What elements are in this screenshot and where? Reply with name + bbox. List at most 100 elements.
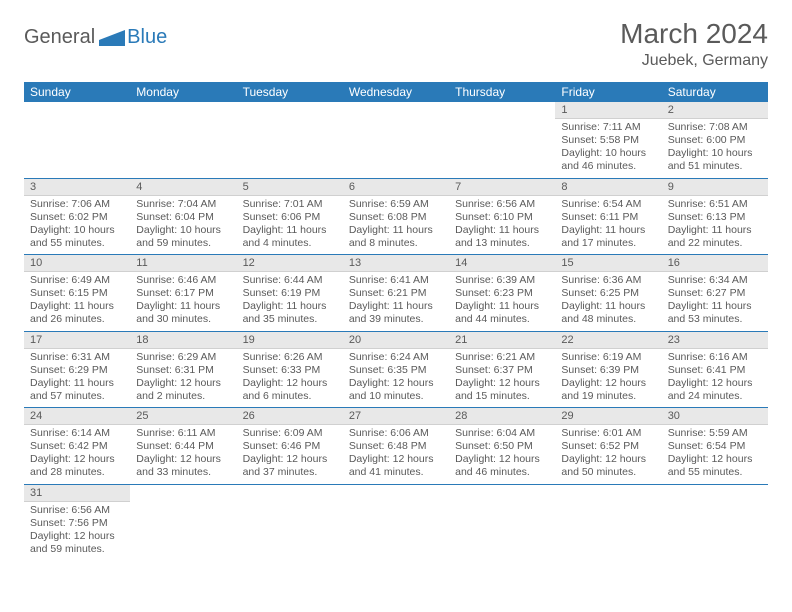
calendar-cell [343,484,449,560]
detail-line: and 13 minutes. [455,237,549,250]
day-number: 13 [343,255,449,272]
day-details: Sunrise: 6:09 AMSunset: 6:46 PMDaylight:… [237,425,343,484]
day-number: 6 [343,179,449,196]
detail-line: and 6 minutes. [243,390,337,403]
day-details: Sunrise: 6:11 AMSunset: 6:44 PMDaylight:… [130,425,236,484]
detail-line: and 55 minutes. [30,237,124,250]
detail-line: Sunrise: 5:59 AM [668,427,762,440]
detail-line: Sunset: 6:48 PM [349,440,443,453]
day-details: Sunrise: 6:56 AMSunset: 7:56 PMDaylight:… [24,502,130,561]
day-number: 4 [130,179,236,196]
detail-line: Sunset: 6:21 PM [349,287,443,300]
day-details: Sunrise: 7:06 AMSunset: 6:02 PMDaylight:… [24,196,130,255]
empty-cell [343,485,449,489]
calendar-cell: 6Sunrise: 6:59 AMSunset: 6:08 PMDaylight… [343,178,449,255]
calendar-cell: 20Sunrise: 6:24 AMSunset: 6:35 PMDayligh… [343,331,449,408]
calendar-cell [24,102,130,178]
detail-line: Daylight: 12 hours [243,453,337,466]
detail-line: Sunrise: 6:56 AM [455,198,549,211]
calendar-cell: 19Sunrise: 6:26 AMSunset: 6:33 PMDayligh… [237,331,343,408]
day-number: 15 [555,255,661,272]
detail-line: and 44 minutes. [455,313,549,326]
detail-line: Sunset: 6:46 PM [243,440,337,453]
detail-line: Daylight: 11 hours [243,224,337,237]
detail-line: Daylight: 12 hours [561,377,655,390]
detail-line: Daylight: 10 hours [668,147,762,160]
detail-line: Daylight: 10 hours [136,224,230,237]
detail-line: and 55 minutes. [668,466,762,479]
calendar-body: 1Sunrise: 7:11 AMSunset: 5:58 PMDaylight… [24,102,768,560]
day-details: Sunrise: 6:54 AMSunset: 6:11 PMDaylight:… [555,196,661,255]
weekday-header: Sunday [24,82,130,102]
detail-line: and 57 minutes. [30,390,124,403]
detail-line: Sunset: 6:25 PM [561,287,655,300]
calendar-cell [555,484,661,560]
detail-line: Sunrise: 6:24 AM [349,351,443,364]
detail-line: Sunset: 6:10 PM [455,211,549,224]
day-number: 30 [662,408,768,425]
day-number: 8 [555,179,661,196]
day-number: 31 [24,485,130,502]
day-details: Sunrise: 6:04 AMSunset: 6:50 PMDaylight:… [449,425,555,484]
detail-line: Sunset: 6:02 PM [30,211,124,224]
detail-line: and 30 minutes. [136,313,230,326]
detail-line: and 19 minutes. [561,390,655,403]
day-details: Sunrise: 6:14 AMSunset: 6:42 PMDaylight:… [24,425,130,484]
calendar-cell: 13Sunrise: 6:41 AMSunset: 6:21 PMDayligh… [343,255,449,332]
detail-line: Daylight: 10 hours [561,147,655,160]
day-details: Sunrise: 6:26 AMSunset: 6:33 PMDaylight:… [237,349,343,408]
detail-line: Sunrise: 6:44 AM [243,274,337,287]
detail-line: Sunrise: 6:21 AM [455,351,549,364]
detail-line: Daylight: 11 hours [668,300,762,313]
detail-line: Daylight: 10 hours [30,224,124,237]
detail-line: Sunset: 6:44 PM [136,440,230,453]
detail-line: and 37 minutes. [243,466,337,479]
calendar-cell: 9Sunrise: 6:51 AMSunset: 6:13 PMDaylight… [662,178,768,255]
calendar-cell: 11Sunrise: 6:46 AMSunset: 6:17 PMDayligh… [130,255,236,332]
detail-line: Daylight: 12 hours [30,530,124,543]
detail-line: Sunset: 6:13 PM [668,211,762,224]
day-number: 2 [662,102,768,119]
detail-line: Sunset: 6:54 PM [668,440,762,453]
day-number: 29 [555,408,661,425]
weekday-header: Thursday [449,82,555,102]
detail-line: Sunset: 6:04 PM [136,211,230,224]
detail-line: Sunset: 6:37 PM [455,364,549,377]
detail-line: Daylight: 11 hours [243,300,337,313]
calendar-cell: 29Sunrise: 6:01 AMSunset: 6:52 PMDayligh… [555,408,661,485]
calendar-cell: 7Sunrise: 6:56 AMSunset: 6:10 PMDaylight… [449,178,555,255]
detail-line: Sunrise: 7:06 AM [30,198,124,211]
detail-line: Sunrise: 6:56 AM [30,504,124,517]
detail-line: Daylight: 12 hours [455,377,549,390]
day-number: 16 [662,255,768,272]
day-details: Sunrise: 6:21 AMSunset: 6:37 PMDaylight:… [449,349,555,408]
day-details: Sunrise: 7:11 AMSunset: 5:58 PMDaylight:… [555,119,661,178]
calendar-cell: 15Sunrise: 6:36 AMSunset: 6:25 PMDayligh… [555,255,661,332]
calendar-cell: 1Sunrise: 7:11 AMSunset: 5:58 PMDaylight… [555,102,661,178]
calendar-cell: 31Sunrise: 6:56 AMSunset: 7:56 PMDayligh… [24,484,130,560]
detail-line: and 41 minutes. [349,466,443,479]
day-number: 1 [555,102,661,119]
calendar-cell [130,484,236,560]
detail-line: Sunrise: 7:11 AM [561,121,655,134]
detail-line: Sunrise: 6:16 AM [668,351,762,364]
logo-text-blue: Blue [127,26,167,49]
day-number: 19 [237,332,343,349]
detail-line: Sunset: 6:15 PM [30,287,124,300]
empty-cell [237,485,343,489]
detail-line: Sunset: 6:27 PM [668,287,762,300]
detail-line: and 59 minutes. [30,543,124,556]
empty-cell [555,485,661,489]
header: General Blue March 2024 Juebek, Germany [24,18,768,70]
detail-line: Daylight: 11 hours [349,224,443,237]
detail-line: Daylight: 11 hours [455,300,549,313]
detail-line: Sunrise: 6:11 AM [136,427,230,440]
detail-line: and 48 minutes. [561,313,655,326]
day-number: 20 [343,332,449,349]
empty-cell [449,485,555,489]
detail-line: and 15 minutes. [455,390,549,403]
calendar-cell: 16Sunrise: 6:34 AMSunset: 6:27 PMDayligh… [662,255,768,332]
calendar-cell: 26Sunrise: 6:09 AMSunset: 6:46 PMDayligh… [237,408,343,485]
calendar-cell: 21Sunrise: 6:21 AMSunset: 6:37 PMDayligh… [449,331,555,408]
weekday-header: Friday [555,82,661,102]
